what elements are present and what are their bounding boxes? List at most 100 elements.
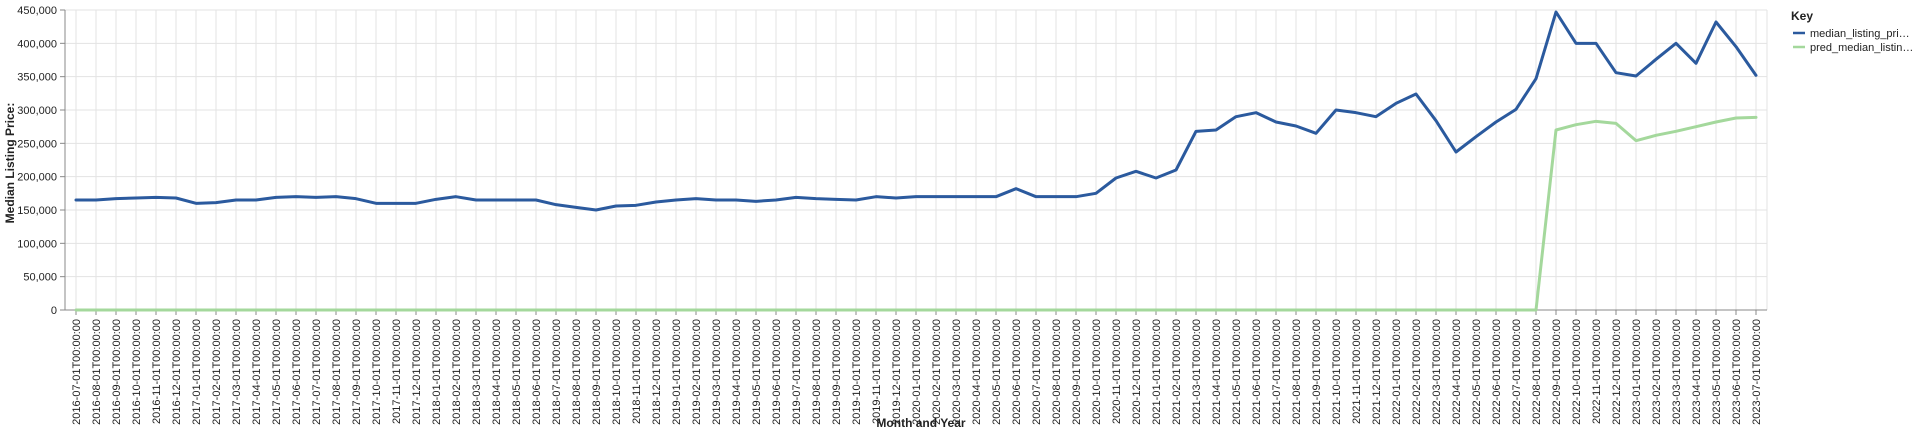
x-tick-label: 2019-03-01T00:00:00 xyxy=(711,319,723,425)
x-tick-label: 2019-09-01T00:00:00 xyxy=(831,319,843,425)
x-tick-label: 2017-11-01T00:00:00 xyxy=(391,319,403,424)
x-tick-label: 2016-11-01T00:00:00 xyxy=(151,319,163,424)
x-tick-label: 2021-05-01T00:00:00 xyxy=(1231,319,1243,425)
x-tick-label: 2018-02-01T00:00:00 xyxy=(451,319,463,425)
series-lines xyxy=(74,10,1758,312)
x-tick-label: 2020-03-01T00:00:00 xyxy=(951,319,963,425)
x-tick-label: 2020-06-01T00:00:00 xyxy=(1011,319,1023,425)
gridlines xyxy=(65,9,1768,311)
x-tick-label: 2022-01-01T00:00:00 xyxy=(1391,319,1403,425)
x-axis-title: Month and Year xyxy=(876,416,965,430)
x-tick-label: 2022-04-01T00:00:00 xyxy=(1451,319,1463,425)
y-tick-label: 0 xyxy=(51,305,57,317)
y-tick-label: 400,000 xyxy=(17,38,57,50)
x-tick-label: 2019-11-01T00:00:00 xyxy=(871,319,883,424)
series-line-median_listing_price xyxy=(74,10,1758,212)
x-tick-label: 2022-02-01T00:00:00 xyxy=(1411,319,1423,425)
x-tick-label: 2016-08-01T00:00:00 xyxy=(91,319,103,425)
legend-items: median_listing_pri… pred_median_listin… xyxy=(1793,28,1913,54)
x-tick-label: 2019-06-01T00:00:00 xyxy=(771,319,783,425)
x-tick-label: 2019-10-01T00:00:00 xyxy=(851,319,863,425)
x-tick-label: 2018-06-01T00:00:00 xyxy=(531,319,543,425)
x-tick-label: 2022-11-01T00:00:00 xyxy=(1591,319,1603,424)
series-line-pred_median_listing_price xyxy=(74,115,1758,312)
legend-title: Key xyxy=(1791,9,1813,23)
y-tick-label: 450,000 xyxy=(17,5,57,17)
x-tick-label: 2023-05-01T00:00:00 xyxy=(1711,319,1723,425)
y-tick-label: 100,000 xyxy=(17,238,57,250)
x-tick-label: 2018-04-01T00:00:00 xyxy=(491,319,503,425)
x-tick-label: 2018-03-01T00:00:00 xyxy=(471,319,483,425)
x-tick-label: 2017-10-01T00:00:00 xyxy=(371,319,383,425)
x-tick-label: 2021-08-01T00:00:00 xyxy=(1291,319,1303,425)
x-tick-label: 2018-05-01T00:00:00 xyxy=(511,319,523,425)
x-tick-label: 2021-06-01T00:00:00 xyxy=(1251,319,1263,425)
x-tick-label: 2019-02-01T00:00:00 xyxy=(691,319,703,425)
x-tick-label: 2019-05-01T00:00:00 xyxy=(751,319,763,425)
x-tick-label: 2017-09-01T00:00:00 xyxy=(351,319,363,425)
x-tick-label: 2022-10-01T00:00:00 xyxy=(1571,319,1583,425)
x-tick-label: 2020-02-01T00:00:00 xyxy=(931,319,943,425)
x-tick-label: 2020-07-01T00:00:00 xyxy=(1031,319,1043,425)
x-tick-label: 2022-08-01T00:00:00 xyxy=(1531,319,1543,425)
x-tick-label: 2019-01-01T00:00:00 xyxy=(671,319,683,425)
x-tick-label: 2021-01-01T00:00:00 xyxy=(1151,319,1163,425)
x-tick-label: 2019-12-01T00:00:00 xyxy=(891,319,903,425)
x-tick-label: 2021-07-01T00:00:00 xyxy=(1271,319,1283,425)
x-tick-label: 2020-09-01T00:00:00 xyxy=(1071,319,1083,425)
x-tick-label: 2017-01-01T00:00:00 xyxy=(191,319,203,425)
x-tick-label: 2017-06-01T00:00:00 xyxy=(291,319,303,425)
x-tick-label: 2022-09-01T00:00:00 xyxy=(1551,319,1563,425)
y-tick-label: 50,000 xyxy=(23,272,57,284)
x-tick-label: 2021-04-01T00:00:00 xyxy=(1211,319,1223,425)
x-tick-label: 2022-05-01T00:00:00 xyxy=(1471,319,1483,425)
x-tick-label: 2020-10-01T00:00:00 xyxy=(1091,319,1103,425)
x-tick-label: 2016-12-01T00:00:00 xyxy=(171,319,183,425)
x-tick-label: 2016-07-01T00:00:00 xyxy=(71,319,83,425)
x-tick-label: 2021-03-01T00:00:00 xyxy=(1191,319,1203,425)
x-tick-label: 2018-01-01T00:00:00 xyxy=(431,319,443,425)
x-tick-label: 2023-03-01T00:00:00 xyxy=(1671,319,1683,425)
x-tick-label: 2021-02-01T00:00:00 xyxy=(1171,319,1183,425)
x-tick-label: 2022-12-01T00:00:00 xyxy=(1611,319,1623,425)
x-tick-label: 2020-04-01T00:00:00 xyxy=(971,319,983,425)
y-tick-label: 300,000 xyxy=(17,105,57,117)
x-tick-label: 2017-05-01T00:00:00 xyxy=(271,319,283,425)
x-tick-label: 2021-11-01T00:00:00 xyxy=(1351,319,1363,424)
legend: Key median_listing_pri… pred_median_listi… xyxy=(1791,9,1913,54)
x-tick-label: 2017-03-01T00:00:00 xyxy=(231,319,243,425)
x-tick-label: 2018-12-01T00:00:00 xyxy=(651,319,663,425)
x-tick-label: 2017-04-01T00:00:00 xyxy=(251,319,263,425)
x-tick-label: 2017-02-01T00:00:00 xyxy=(211,319,223,425)
x-tick-label: 2017-07-01T00:00:00 xyxy=(311,319,323,425)
x-tick-label: 2018-10-01T00:00:00 xyxy=(611,319,623,425)
x-tick-label: 2021-12-01T00:00:00 xyxy=(1371,319,1383,425)
x-tick-label: 2023-02-01T00:00:00 xyxy=(1651,319,1663,425)
x-tick-label: 2022-06-01T00:00:00 xyxy=(1491,319,1503,425)
x-tick-label: 2017-12-01T00:00:00 xyxy=(411,319,423,425)
x-tick-label: 2016-09-01T00:00:00 xyxy=(111,319,123,425)
x-tick-label: 2019-08-01T00:00:00 xyxy=(811,319,823,425)
x-tick-label: 2020-05-01T00:00:00 xyxy=(991,319,1003,425)
y-tick-label: 150,000 xyxy=(17,205,57,217)
y-tick-label: 350,000 xyxy=(17,72,57,84)
x-tick-label: 2019-04-01T00:00:00 xyxy=(731,319,743,425)
x-tick-label: 2022-03-01T00:00:00 xyxy=(1431,319,1443,425)
x-tick-label: 2023-04-01T00:00:00 xyxy=(1691,319,1703,425)
x-tick-label: 2023-01-01T00:00:00 xyxy=(1631,319,1643,425)
x-tick-label: 2023-07-01T00:00:00 xyxy=(1751,319,1763,425)
y-tick-label: 200,000 xyxy=(17,172,57,184)
x-tick-label: 2016-10-01T00:00:00 xyxy=(131,319,143,425)
x-tick-label: 2022-07-01T00:00:00 xyxy=(1511,319,1523,425)
x-tick-label: 2021-10-01T00:00:00 xyxy=(1331,319,1343,425)
x-tick-label: 2019-07-01T00:00:00 xyxy=(791,319,803,425)
x-tick-label: 2020-12-01T00:00:00 xyxy=(1131,319,1143,425)
x-tick-label: 2020-01-01T00:00:00 xyxy=(911,319,923,425)
x-tick-label: 2020-08-01T00:00:00 xyxy=(1051,319,1063,425)
legend-label-pred_median_listing_price: pred_median_listin… xyxy=(1810,42,1913,54)
x-tick-label: 2018-09-01T00:00:00 xyxy=(591,319,603,425)
x-tick-label: 2018-08-01T00:00:00 xyxy=(571,319,583,425)
y-tick-label: 250,000 xyxy=(17,138,57,150)
x-tick-label: 2018-07-01T00:00:00 xyxy=(551,319,563,425)
